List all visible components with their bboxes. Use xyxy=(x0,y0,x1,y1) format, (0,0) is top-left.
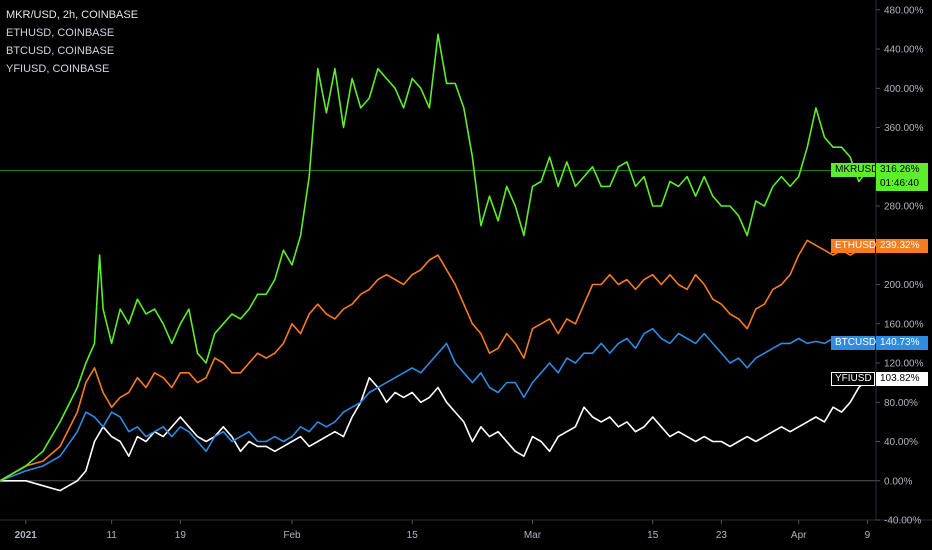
legend-item-ethusd[interactable]: ETHUSD, COINBASE xyxy=(6,27,115,39)
y-tick-label: 120.00% xyxy=(884,359,924,370)
y-tick-label: 40.00% xyxy=(884,437,918,448)
x-tick-label: Feb xyxy=(283,530,301,541)
x-tick-label: 2021 xyxy=(15,530,38,541)
y-tick-label: 400.00% xyxy=(884,84,924,95)
y-tick-label: 200.00% xyxy=(884,280,924,291)
tag-value-btcusd: 140.73% xyxy=(876,335,928,350)
tag-label-yfiusd: YFIUSD xyxy=(831,371,875,386)
x-tick-label: 15 xyxy=(647,530,659,541)
tag-label-ethusd: ETHUSD xyxy=(831,238,876,253)
x-tick-label: 15 xyxy=(407,530,419,541)
y-tick-label: 160.00% xyxy=(884,319,924,330)
legend-item-yfiusd[interactable]: YFIUSD, COINBASE xyxy=(6,63,110,75)
tag-value-ethusd: 239.32% xyxy=(876,238,928,253)
x-tick-label: 19 xyxy=(175,530,187,541)
y-tick-label: 80.00% xyxy=(884,398,918,409)
y-tick-label: 0.00% xyxy=(884,476,912,487)
tag-value-mkrusd: 316.26% xyxy=(876,163,928,178)
y-tick-label: 480.00% xyxy=(884,5,924,16)
legend: MKR/USD, 2h, COINBASE ETHUSD, COINBASE B… xyxy=(6,6,138,78)
tag-label-mkrusd: MKRUSD xyxy=(831,163,878,178)
y-tick-label: 360.00% xyxy=(884,123,924,134)
x-tick-label: Mar xyxy=(524,530,542,541)
legend-main-symbol[interactable]: MKR/USD, 2h, COINBASE xyxy=(6,9,139,21)
tag-label-btcusd: BTCUSD xyxy=(831,335,876,350)
x-axis[interactable]: 2021 11 19 Feb 15 Mar 15 23 Apr 9 xyxy=(15,520,871,541)
x-tick-label: 23 xyxy=(716,530,728,541)
series-line-btcusd xyxy=(0,327,868,482)
y-tick-label: -40.00% xyxy=(884,516,921,527)
series-lines xyxy=(0,33,869,492)
tag-value-yfiusd: 103.82% xyxy=(876,371,928,386)
series-line-mkrusd xyxy=(0,33,869,482)
x-tick-label: Apr xyxy=(791,530,807,541)
series-line-ethusd xyxy=(0,239,868,482)
series-line-yfiusd xyxy=(0,376,868,492)
x-tick-label: 11 xyxy=(106,530,117,541)
legend-item-btcusd[interactable]: BTCUSD, COINBASE xyxy=(6,45,115,57)
x-tick-label: 9 xyxy=(865,530,871,541)
y-axis[interactable]: -40.00% 0.00% 40.00% 80.00% 120.00% 160.00% 20… xyxy=(876,5,924,527)
y-tick-label: 440.00% xyxy=(884,45,924,56)
chart-reference-lines xyxy=(0,0,932,521)
y-tick-label: 280.00% xyxy=(884,202,924,213)
countdown-timer: 01:46:40 xyxy=(876,177,928,192)
